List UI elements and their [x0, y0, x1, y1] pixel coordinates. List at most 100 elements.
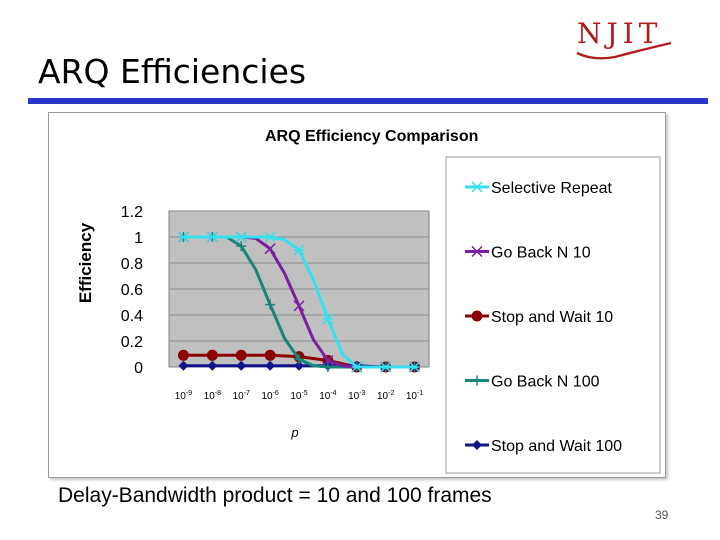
marker-shape [351, 361, 363, 373]
x-tick-exponent: -2 [388, 390, 394, 397]
data-point [351, 361, 363, 373]
x-tick-base: 10 [406, 391, 418, 402]
marker-shape [177, 349, 189, 361]
y-tick-label: 1.2 [121, 204, 143, 221]
marker-shape [265, 360, 276, 371]
data-point [264, 349, 276, 361]
data-point [409, 361, 421, 373]
marker-shape [294, 354, 304, 365]
y-tick-label: 0.2 [121, 334, 143, 351]
marker-shape [293, 244, 305, 256]
marker-shape [471, 181, 483, 193]
x-tick-exponent: -7 [244, 390, 250, 397]
x-tick-label: 10-8 [204, 390, 221, 402]
x-tick-base: 10 [348, 391, 360, 402]
x-axis-label: p [290, 425, 298, 440]
marker-shape [236, 360, 247, 371]
y-tick-label: 0 [134, 360, 143, 377]
x-tick-exponent: -4 [330, 390, 336, 397]
legend-entry: Go Back N 10 [465, 245, 591, 262]
data-point [322, 354, 334, 367]
x-tick-exponent: -9 [186, 390, 192, 397]
marker-shape [293, 300, 305, 312]
x-tick-base: 10 [261, 391, 273, 402]
chart-title: ARQ Efficiency Comparison [265, 128, 478, 145]
marker-shape [207, 360, 218, 371]
legend-marker [472, 440, 482, 450]
marker-shape [322, 354, 334, 367]
data-point [206, 349, 218, 361]
marker-shape [472, 375, 482, 386]
marker-shape [322, 313, 334, 325]
marker-shape [264, 243, 276, 255]
data-point [236, 360, 247, 371]
x-tick-label: 10-1 [406, 390, 423, 402]
marker-shape [178, 360, 189, 371]
y-tick-label: 0.8 [121, 256, 143, 273]
legend-marker [471, 181, 483, 193]
x-tick-base: 10 [377, 391, 389, 402]
legend-label: Go Back N 10 [491, 245, 591, 262]
x-tick-base: 10 [233, 391, 245, 402]
data-point [294, 360, 304, 371]
data-point [235, 231, 247, 243]
marker-shape [206, 349, 218, 361]
data-point [322, 362, 333, 372]
y-tick-label: 0.6 [121, 282, 143, 299]
slide-title: ARQ Efficiencies [38, 52, 307, 91]
legend-entry: Go Back N 100 [465, 374, 600, 391]
legend-entry: Selective Repeat [465, 180, 613, 197]
data-point [177, 349, 189, 361]
x-tick-label: 10-6 [261, 390, 278, 402]
legend-label: Go Back N 100 [491, 374, 600, 391]
marker-shape [177, 231, 189, 243]
y-axis-label: Efficiency [76, 222, 95, 303]
marker-shape [236, 241, 247, 252]
njit-logo: NJIT [576, 17, 672, 60]
x-tick-label: 10-7 [233, 390, 250, 402]
y-tick-label: 1 [134, 230, 143, 247]
x-tick-label: 10-9 [175, 390, 192, 402]
marker-shape [472, 440, 482, 450]
x-tick-exponent: -5 [301, 390, 307, 397]
data-point [236, 241, 247, 252]
data-point [322, 313, 334, 325]
marker-shape [409, 361, 421, 373]
efficiency-chart: ARQ Efficiency Comparison Efficiency p 0… [76, 128, 661, 474]
legend-entry: Stop and Wait 10 [465, 309, 613, 326]
data-point [207, 360, 218, 371]
data-point [293, 300, 305, 312]
data-point [293, 244, 305, 256]
marker-shape [265, 299, 276, 310]
marker-shape [235, 231, 247, 243]
title-rule [28, 98, 708, 104]
x-tick-base: 10 [290, 391, 302, 402]
legend-label: Selective Repeat [491, 180, 613, 197]
marker-shape [380, 361, 392, 373]
legend-label: Stop and Wait 100 [491, 438, 622, 455]
data-point [206, 231, 218, 243]
x-tick-base: 10 [175, 391, 187, 402]
marker-shape [206, 231, 218, 243]
slide-caption: Delay-Bandwidth product = 10 and 100 fra… [58, 484, 492, 507]
data-point [265, 299, 276, 310]
x-tick-base: 10 [319, 391, 331, 402]
legend-entry: Stop and Wait 100 [465, 438, 622, 455]
marker-shape [471, 245, 483, 258]
data-point [178, 360, 189, 371]
x-tick-label: 10-2 [377, 390, 394, 402]
logo-text: NJIT [577, 17, 662, 50]
x-tick-label: 10-3 [348, 390, 365, 402]
data-point [380, 361, 392, 373]
marker-shape [264, 349, 276, 361]
logo-swoosh [576, 41, 672, 60]
data-point [235, 349, 247, 361]
data-point [265, 360, 276, 371]
data-point [294, 354, 304, 365]
page-number: 39 [655, 508, 669, 522]
data-point [177, 231, 189, 243]
x-tick-exponent: -3 [359, 390, 365, 397]
data-point [264, 231, 276, 243]
data-point [264, 243, 276, 255]
marker-shape [322, 362, 333, 372]
